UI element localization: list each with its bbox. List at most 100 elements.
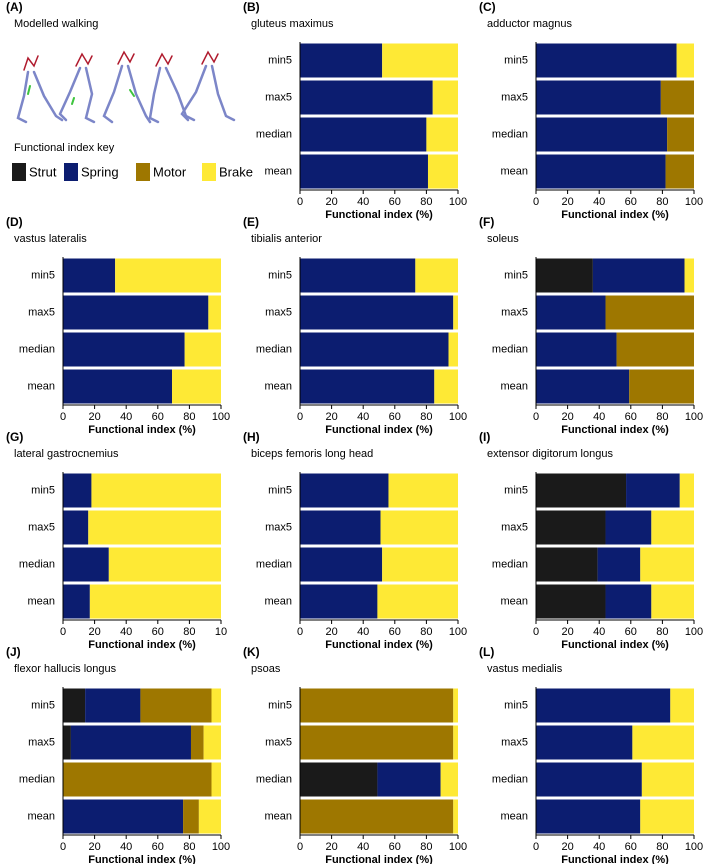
x-tick-label: 100 [685,411,703,423]
bar-segment [300,547,383,582]
x-tick-label: 40 [357,196,369,208]
bar-segment [640,547,694,582]
x-axis-label: Functional index (%) [561,854,669,864]
bar-segment [63,295,209,330]
bar-segment [670,688,694,723]
bar-segment [434,369,458,404]
x-axis-label: Functional index (%) [88,424,196,436]
y-tick-label: min5 [504,54,528,66]
x-tick-label: 60 [625,841,637,853]
bar-segment [453,725,458,760]
panel-label: (L) [479,645,494,659]
x-tick-label: 0 [297,626,303,638]
y-tick-label: mean [500,380,528,392]
x-axis-label: Functional index (%) [561,639,669,651]
bar-segment [536,369,630,404]
bar-segment [592,258,685,293]
y-tick-label: median [492,128,528,140]
bar-segment [63,799,184,834]
bar-segment [108,547,221,582]
chart-title: extensor digitorum longus [487,448,613,460]
bar-segment [115,258,221,293]
x-tick-label: 60 [389,411,401,423]
x-tick-label: 20 [325,626,337,638]
bar-segment [300,80,433,115]
y-tick-label: median [256,343,292,355]
y-tick-label: min5 [504,484,528,496]
x-tick-label: 20 [561,626,573,638]
bar-segment [536,762,642,797]
x-tick-label: 60 [625,196,637,208]
bar-segment [63,584,90,619]
x-axis-label: Functional index (%) [88,854,196,864]
y-tick-label: mean [500,595,528,607]
y-tick-label: mean [27,380,55,392]
panel-title: Modelled walking [14,18,98,30]
y-tick-label: min5 [268,54,292,66]
bar-segment [208,295,221,330]
bar-segment [63,332,185,367]
x-axis-label: Functional index (%) [325,639,433,651]
x-tick-label: 100 [449,196,467,208]
bar-segment [536,725,633,760]
x-tick-label: 60 [389,626,401,638]
y-tick-label: median [256,128,292,140]
bar-segment [91,473,221,508]
y-tick-label: mean [500,165,528,177]
chart-title: psoas [251,663,281,675]
y-tick-label: min5 [268,484,292,496]
x-tick-label: 60 [152,411,164,423]
x-axis-label: Functional index (%) [88,639,196,651]
y-tick-label: median [492,343,528,355]
y-tick-label: min5 [268,269,292,281]
bar-segment [63,725,71,760]
x-tick-label: 40 [593,411,605,423]
bar-segment [382,43,458,78]
x-axis-label: Functional index (%) [561,424,669,436]
x-tick-label: 40 [593,841,605,853]
panel-label: (B) [243,0,260,14]
x-tick-label: 80 [656,841,668,853]
x-tick-label: 0 [533,841,539,853]
x-tick-label: 80 [420,626,432,638]
x-tick-label: 60 [152,626,164,638]
y-tick-label: max5 [265,91,292,103]
x-tick-label: 20 [561,196,573,208]
y-tick-label: median [19,558,55,570]
y-tick-label: median [19,343,55,355]
x-tick-label: 0 [297,841,303,853]
bar-segment [300,117,427,152]
x-tick-label: 100 [685,196,703,208]
bar-segment [616,332,694,367]
bar-segment [665,154,694,189]
bar-segment [632,725,694,760]
bar-segment [536,547,598,582]
chart-title: biceps femoris long head [251,448,373,460]
x-tick-label: 80 [420,411,432,423]
y-tick-label: max5 [265,306,292,318]
x-tick-label: 0 [533,411,539,423]
bar-segment [88,510,221,545]
chart-title: gluteus maximus [251,18,334,30]
bar-segment [432,80,458,115]
bar-segment [183,799,199,834]
x-tick-label: 40 [357,411,369,423]
bar-segment [63,510,89,545]
bar-segment [300,473,389,508]
x-tick-label: 60 [389,196,401,208]
x-axis-label: Functional index (%) [561,209,669,221]
y-tick-label: min5 [504,269,528,281]
y-tick-label: max5 [28,736,55,748]
y-tick-label: min5 [31,699,55,711]
legend-swatch [202,163,216,181]
y-tick-label: max5 [28,306,55,318]
bar-segment [536,584,606,619]
y-tick-label: max5 [501,736,528,748]
y-tick-label: mean [264,810,292,822]
y-tick-label: max5 [501,91,528,103]
bar-segment [211,762,221,797]
x-tick-label: 100 [212,841,230,853]
x-tick-label: 20 [325,841,337,853]
bar-segment [605,510,652,545]
panel-label: (D) [6,215,23,229]
